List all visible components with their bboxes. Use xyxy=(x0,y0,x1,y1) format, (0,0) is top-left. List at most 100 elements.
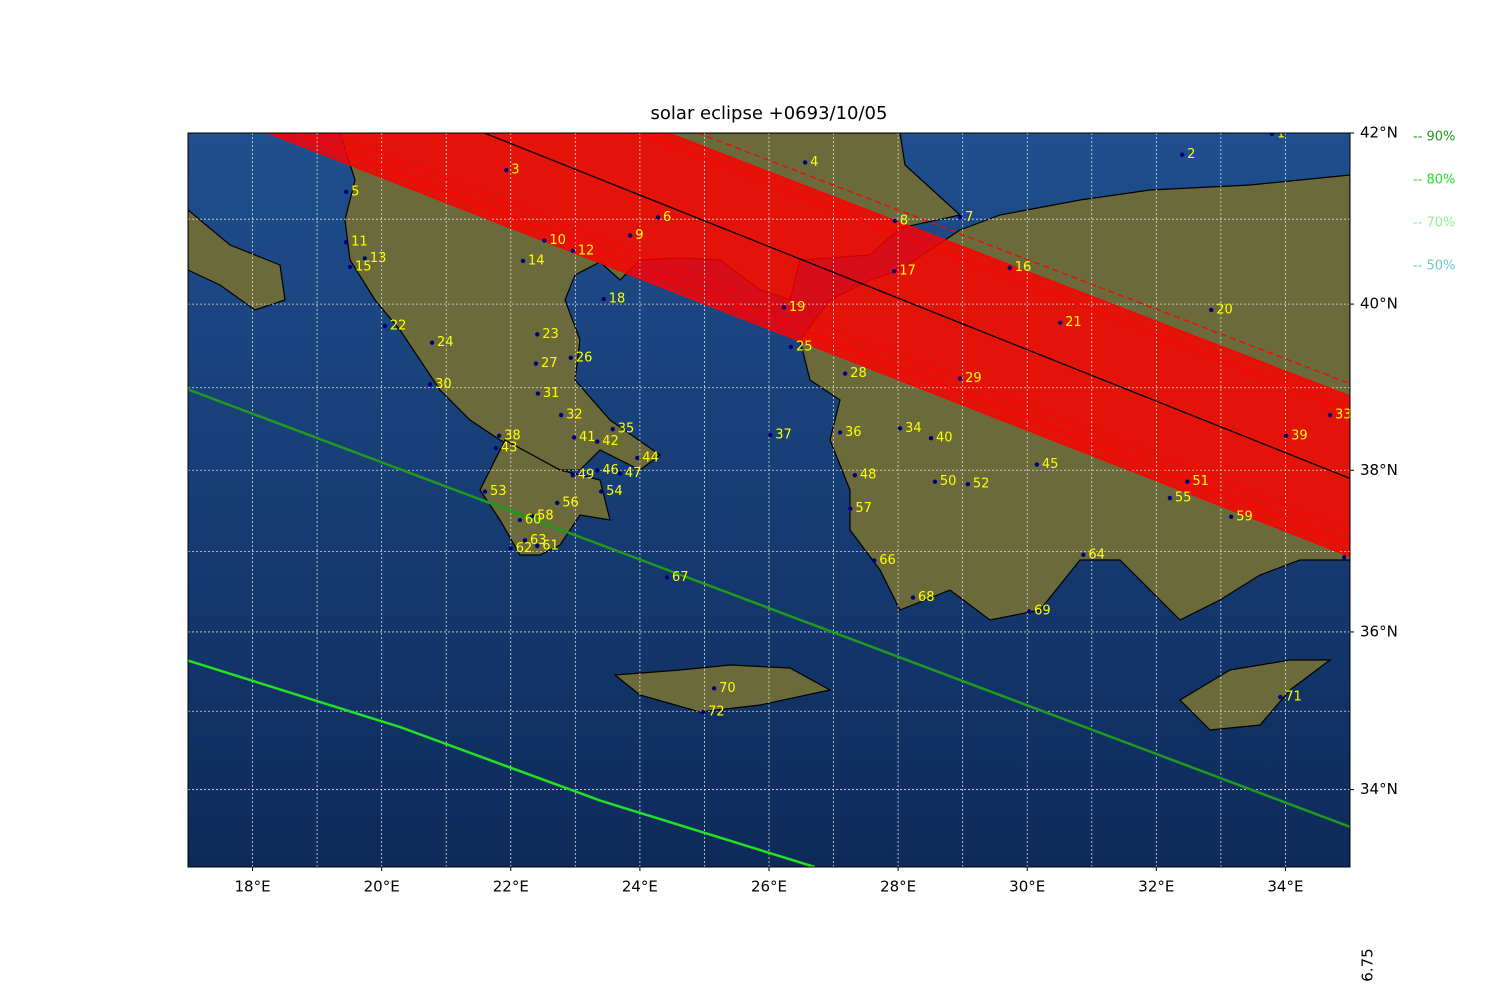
site-marker xyxy=(802,160,808,165)
site-label: 47 xyxy=(625,466,642,481)
site-label: 32 xyxy=(566,408,583,423)
site-marker xyxy=(343,240,349,245)
site-label: 6 xyxy=(663,210,671,225)
site-label: 51 xyxy=(1192,474,1209,489)
x-tick-label: 32°E xyxy=(1138,878,1174,896)
site-label: 31 xyxy=(543,386,560,401)
y-tick-label: 40°N xyxy=(1360,295,1398,313)
site-label: 15 xyxy=(355,259,372,274)
site-label: 9 xyxy=(635,228,643,243)
site-marker xyxy=(664,575,670,580)
site-marker xyxy=(781,305,787,310)
site-marker xyxy=(517,517,523,523)
site-label: 28 xyxy=(850,366,867,381)
site-marker xyxy=(872,558,877,563)
site-label: 34 xyxy=(905,421,922,436)
path-line xyxy=(668,133,1350,397)
legend-entry: -- 50% xyxy=(1413,259,1455,274)
crete xyxy=(613,664,832,713)
site-label: 36 xyxy=(845,425,862,440)
site-marker xyxy=(555,500,560,506)
site-marker xyxy=(928,436,934,441)
site-marker xyxy=(768,432,773,438)
site-marker xyxy=(1341,555,1347,560)
site-label: 56 xyxy=(562,495,579,510)
site-marker xyxy=(1185,479,1190,484)
site-marker xyxy=(429,340,435,345)
site-label: 71 xyxy=(1285,690,1302,705)
site-marker xyxy=(558,412,564,418)
site-marker xyxy=(635,455,640,461)
site-label: 37 xyxy=(775,427,792,442)
site-label: 39 xyxy=(1291,428,1308,443)
site-label: 22 xyxy=(390,318,407,333)
x-tick-label: 28°E xyxy=(880,878,916,896)
site-label: 43 xyxy=(501,441,518,456)
site-label: 12 xyxy=(578,243,595,258)
site-marker xyxy=(842,371,848,376)
site-label: 14 xyxy=(528,253,545,268)
site-marker xyxy=(570,248,575,253)
site-marker xyxy=(347,264,353,270)
site-marker xyxy=(482,489,488,494)
site-marker xyxy=(535,332,540,337)
site-label: 8 xyxy=(900,213,908,228)
site-marker xyxy=(965,481,971,487)
magnitude-line xyxy=(188,388,1350,829)
site-label: 16 xyxy=(1015,260,1032,275)
site-label: 33 xyxy=(1335,408,1352,423)
site-label: 26 xyxy=(576,350,593,365)
site-marker xyxy=(522,538,528,543)
site-label: 65 xyxy=(1349,550,1366,565)
site-label: 70 xyxy=(719,681,736,696)
site-label: 40 xyxy=(936,431,953,446)
site-marker xyxy=(837,430,843,435)
magnitude-line xyxy=(188,659,816,867)
site-label: 11 xyxy=(351,235,368,250)
site-marker xyxy=(427,382,433,387)
site-label: 27 xyxy=(541,356,558,371)
site-label: 38 xyxy=(504,428,521,443)
site-marker xyxy=(628,233,633,238)
site-marker xyxy=(957,376,963,381)
x-tick-label: 34°E xyxy=(1267,878,1303,896)
site-marker xyxy=(617,471,623,476)
path-line xyxy=(697,133,1350,385)
path-line xyxy=(267,133,1350,558)
site-label: 17 xyxy=(899,264,916,279)
site-marker xyxy=(1269,133,1275,137)
site-marker xyxy=(788,344,794,350)
site-marker xyxy=(1179,152,1185,157)
site-marker xyxy=(897,426,903,431)
site-label: 59 xyxy=(1236,509,1253,524)
site-label: 72 xyxy=(708,705,725,720)
footnote: 6.75 xyxy=(1359,948,1377,981)
site-marker xyxy=(1283,433,1289,438)
site-marker xyxy=(496,433,502,438)
x-tick-label: 30°E xyxy=(1009,878,1045,896)
site-label: 5 xyxy=(351,184,359,199)
site-label: 68 xyxy=(918,590,935,605)
x-tick-label: 26°E xyxy=(751,878,787,896)
site-marker xyxy=(957,215,963,220)
site-label: 1 xyxy=(1277,126,1285,141)
site-marker xyxy=(1327,412,1333,418)
site-label: 25 xyxy=(796,339,813,354)
site-marker xyxy=(343,189,349,194)
path-line xyxy=(639,133,1350,412)
site-label: 48 xyxy=(860,468,877,483)
site-marker xyxy=(700,709,706,715)
site-label: 30 xyxy=(435,377,452,392)
site-label: 67 xyxy=(672,570,689,585)
site-marker xyxy=(595,439,600,444)
site-marker xyxy=(520,258,526,264)
site-marker xyxy=(542,238,547,243)
peloponnese xyxy=(479,439,611,556)
site-label: 19 xyxy=(789,300,806,315)
y-tick-label: 42°N xyxy=(1360,124,1398,142)
site-marker xyxy=(1209,307,1214,313)
path-line xyxy=(329,133,1350,532)
site-label: 23 xyxy=(542,327,559,342)
